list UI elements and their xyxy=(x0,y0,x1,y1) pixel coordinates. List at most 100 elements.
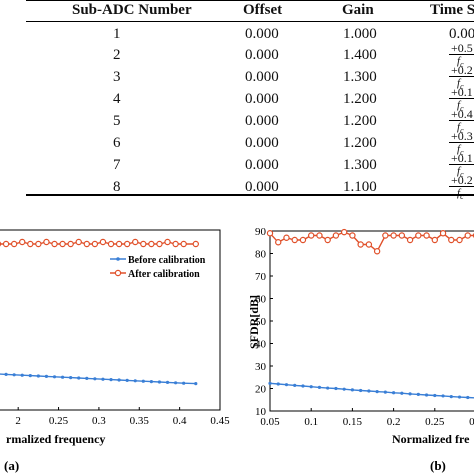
cell-offset: 0.000 xyxy=(245,157,279,173)
data-point-after-calibration xyxy=(115,240,123,248)
data-point-before-calibration xyxy=(149,380,153,384)
chart-b-panel-label: (b) xyxy=(430,458,446,473)
time-skew-numerator: +0.1 xyxy=(449,86,474,99)
data-point-before-calibration xyxy=(350,388,354,392)
x-tick-label: 0.35 xyxy=(130,415,150,427)
header-time-skew: Time S xyxy=(430,2,474,18)
cell-offset: 0.000 xyxy=(245,47,279,63)
y-tick-label: 50 xyxy=(255,316,267,328)
data-point-before-calibration xyxy=(182,381,186,385)
data-point-before-calibration xyxy=(383,390,387,394)
chart-b-xlabel: Normalized fre xyxy=(392,432,470,446)
time-skew-denominator: fc xyxy=(457,121,464,136)
table-header-rule xyxy=(26,21,474,22)
data-point-before-calibration xyxy=(109,378,113,382)
data-point-after-calibration xyxy=(439,230,447,237)
table-row: 7 0.000 1.300 +0.1 fc xyxy=(0,152,474,179)
time-skew-denominator: fc xyxy=(457,77,464,92)
y-tick-label: 90 xyxy=(255,226,267,238)
time-skew-numerator: +0.3 xyxy=(449,130,474,143)
x-tick-label: 0.45 xyxy=(210,415,230,427)
chart-a-panel-label: (a) xyxy=(4,458,19,473)
data-point-before-calibration xyxy=(367,389,371,393)
cell-time-skew: +0.5 fc xyxy=(449,42,474,71)
data-point-after-calibration xyxy=(340,228,348,236)
table-row: 4 0.000 1.200 +0.1 fc xyxy=(0,86,474,114)
cell-offset: 0.000 xyxy=(245,26,279,42)
data-point-before-calibration xyxy=(342,387,346,391)
data-point-after-calibration xyxy=(51,240,58,248)
data-point-before-calibration xyxy=(69,376,73,380)
parameter-table: Sub-ADC Number Offset Gain Time S 1 0.000… xyxy=(0,0,474,201)
data-point-after-calibration xyxy=(275,239,282,246)
data-point-after-calibration xyxy=(164,238,171,246)
table-row: 8 0.000 1.100 +0.2 fc xyxy=(0,174,474,201)
data-point-after-calibration xyxy=(431,236,438,244)
data-point-after-calibration xyxy=(423,232,430,239)
cell-time-skew: 0.00 xyxy=(449,26,474,42)
x-tick-label: 0.25 xyxy=(425,416,445,428)
time-skew-numerator: +0.2 xyxy=(449,64,474,77)
data-point-after-calibration xyxy=(0,241,2,247)
data-point-before-calibration xyxy=(85,376,89,380)
table-bottom-rule xyxy=(26,194,474,196)
y-tick-label: 20 xyxy=(255,384,267,396)
data-point-before-calibration xyxy=(194,382,198,386)
data-point-after-calibration xyxy=(10,240,18,248)
data-point-before-calibration xyxy=(36,374,40,378)
cell-sub-adc-number: 8 xyxy=(113,179,121,195)
chart-b-frame xyxy=(269,230,474,412)
data-point-before-calibration xyxy=(441,394,445,398)
data-point-after-calibration xyxy=(75,238,82,246)
data-point-after-calibration xyxy=(67,240,74,248)
data-point-before-calibration xyxy=(433,393,437,398)
cell-sub-adc-number: 5 xyxy=(113,113,121,129)
time-skew-denominator: fc xyxy=(457,143,464,158)
time-skew-denominator: fc xyxy=(457,99,464,114)
data-point-after-calibration xyxy=(266,230,274,237)
cell-sub-adc-number: 6 xyxy=(113,135,121,151)
data-point-after-calibration xyxy=(382,232,389,239)
x-tick-label: 2 xyxy=(15,415,21,427)
legend-before-marker xyxy=(116,257,120,261)
data-point-after-calibration xyxy=(2,240,10,248)
data-point-before-calibration xyxy=(4,372,8,376)
time-skew-numerator: +0.1 xyxy=(449,152,474,165)
data-point-after-calibration xyxy=(448,236,455,244)
cell-gain: 1.200 xyxy=(343,113,377,129)
data-point-before-calibration xyxy=(449,395,453,399)
data-point-after-calibration xyxy=(464,232,471,239)
data-point-before-calibration xyxy=(375,390,379,394)
data-point-before-calibration xyxy=(276,382,280,386)
header-sub-adc-number: Sub-ADC Number xyxy=(72,2,192,18)
header-offset: Offset xyxy=(243,2,283,18)
data-point-after-calibration xyxy=(132,238,139,246)
data-point-after-calibration xyxy=(123,240,131,248)
data-point-before-calibration xyxy=(52,375,57,379)
data-point-after-calibration xyxy=(357,241,364,248)
data-point-before-calibration xyxy=(408,392,412,396)
data-point-after-calibration xyxy=(192,240,199,248)
cell-time-skew: +0.3 fc xyxy=(449,130,474,159)
header-gain: Gain xyxy=(342,2,374,18)
y-tick-label: 80 xyxy=(255,249,267,261)
chart-a-legend: Before calibration After calibration xyxy=(108,252,218,282)
data-point-after-calibration xyxy=(283,234,290,241)
x-tick-label: 0.05 xyxy=(260,416,280,428)
cell-gain: 1.300 xyxy=(343,69,377,85)
cell-sub-adc-number: 7 xyxy=(113,157,121,173)
data-point-before-calibration xyxy=(268,381,272,385)
data-point-before-calibration xyxy=(400,391,404,395)
data-point-before-calibration xyxy=(141,379,145,383)
data-point-after-calibration xyxy=(291,236,298,244)
x-tick-label: 0.2 xyxy=(387,416,401,428)
cell-time-skew: +0.2 fc xyxy=(449,64,474,93)
data-point-before-calibration xyxy=(20,373,24,377)
y-tick-label: 70 xyxy=(255,271,267,283)
data-point-before-calibration xyxy=(301,384,305,388)
data-point-after-calibration xyxy=(172,240,179,248)
data-point-before-calibration xyxy=(293,383,297,387)
data-point-before-calibration xyxy=(125,378,129,382)
data-point-after-calibration xyxy=(99,238,107,246)
data-point-after-calibration xyxy=(83,240,91,248)
